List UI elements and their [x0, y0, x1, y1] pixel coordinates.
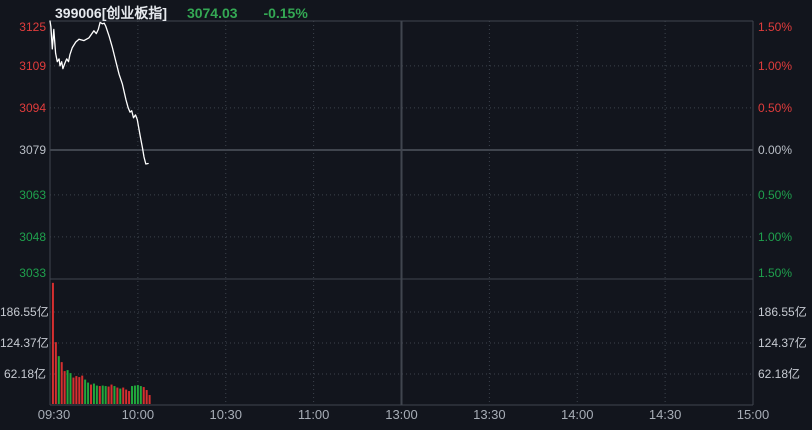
price-line [49, 20, 149, 165]
volume-bar [119, 388, 122, 404]
volume-bar [51, 282, 54, 404]
volume-bar [92, 383, 95, 404]
change-percent: -0.15% [263, 5, 308, 21]
volume-bar [66, 370, 69, 404]
volume-bar [81, 375, 84, 404]
volume-bar [104, 386, 107, 404]
volume-bar [113, 386, 116, 404]
volume-bar [98, 386, 101, 404]
volume-bar [145, 390, 148, 404]
volume-bar [128, 391, 131, 404]
volume-bar [131, 386, 134, 404]
chart-header: 399006[创业板指] 3074.03 -0.15% [55, 3, 308, 21]
volume-bar [57, 356, 60, 404]
volume-bar [110, 384, 113, 404]
volume-bar [107, 386, 110, 404]
volume-bar [69, 373, 72, 404]
volume-bar [125, 389, 128, 404]
volume-bar [87, 382, 90, 404]
volume-bar [142, 387, 145, 404]
volume-bar [60, 362, 63, 404]
volume-bar [122, 387, 125, 404]
volume-bar [78, 377, 81, 404]
volume-bar [63, 371, 66, 404]
volume-bar [101, 385, 104, 404]
last-price: 3074.03 [186, 5, 238, 21]
volume-bar [90, 384, 93, 404]
volume-bar [148, 395, 151, 404]
volume-bar [116, 387, 119, 404]
volume-bar [139, 386, 142, 404]
volume-bar [95, 385, 98, 404]
volume-bar [84, 379, 87, 404]
volume-bar [136, 385, 139, 404]
volume-bar [54, 342, 57, 404]
volume-bar [75, 376, 78, 404]
volume-bar [133, 385, 136, 404]
volume-bar [72, 377, 75, 404]
symbol-label: 399006[创业板指] [55, 5, 168, 21]
